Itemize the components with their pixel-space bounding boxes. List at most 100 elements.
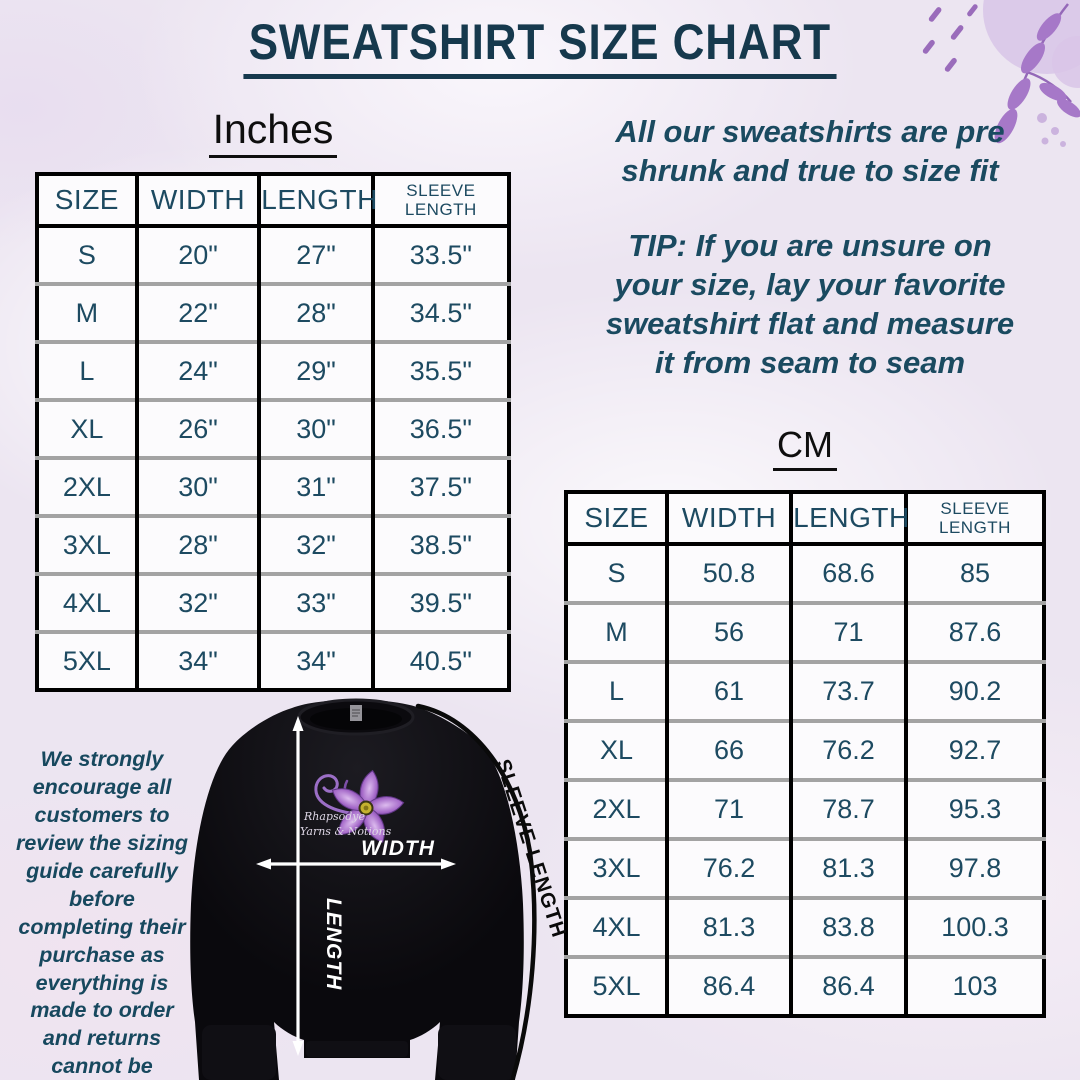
- value-cell: 76.2: [664, 839, 792, 898]
- cm-heading: CM: [564, 424, 1046, 471]
- column-header: SIZE: [584, 502, 649, 533]
- size-cell: 4XL: [592, 912, 641, 942]
- value-cell: 26": [134, 400, 260, 458]
- flower-petals: [331, 769, 405, 843]
- page-header: SWEATSHIRT SIZE CHART: [0, 16, 1080, 79]
- value-cell: 97.8: [903, 839, 1044, 898]
- size-cell: 5XL: [592, 971, 641, 1001]
- column-header: SIZE: [54, 184, 119, 215]
- flower-logo: Rhapsodye Yarns & Notions: [300, 769, 405, 843]
- size-cell: 2XL: [62, 471, 111, 502]
- brand-line1: Rhapsodye: [303, 810, 365, 823]
- cm-table: SIZE WIDTH LENGTH SLEEVE LENGTH S 50.8 68.6 85 M…: [564, 490, 1046, 1018]
- value-cell: 20": [134, 226, 260, 284]
- value-cell: 103: [903, 957, 1044, 1016]
- size-cell: XL: [599, 735, 634, 765]
- column-header: WIDTH: [134, 174, 260, 226]
- table-row: M 56 71 87.6: [566, 603, 1044, 662]
- value-cell: 30": [257, 400, 373, 458]
- column-header: LENGTH: [789, 492, 909, 544]
- value-cell: 22": [134, 284, 260, 342]
- table-row: 5XL 86.4 86.4 103: [566, 957, 1044, 1016]
- decor-dots: [1037, 113, 1066, 147]
- value-cell: 68.6: [789, 544, 906, 603]
- table-row: 5XL 34" 34" 40.5": [37, 632, 509, 690]
- value-cell: 24": [134, 342, 260, 400]
- decor-dashes: [922, 4, 978, 72]
- table-header-row: SIZE WIDTH LENGTH SLEEVE LENGTH: [566, 492, 1044, 544]
- value-cell: 38.5": [370, 516, 509, 574]
- value-cell: 90.2: [903, 662, 1044, 721]
- size-cell: XL: [70, 413, 104, 444]
- flower-center-dot: [363, 805, 369, 811]
- table-row: 2XL 30" 31" 37.5": [37, 458, 509, 516]
- value-cell: 32": [257, 516, 373, 574]
- preshrunk-note: All our sweatshirts are pre shrunk and t…: [615, 114, 1005, 189]
- cm-section: CM SIZE WIDTH LENGTH SLEEVE LENGTH S 50.8 68.6…: [564, 424, 1046, 1018]
- inches-heading: Inches: [35, 106, 511, 158]
- value-cell: 28": [257, 284, 373, 342]
- value-cell: 71: [664, 780, 792, 839]
- width-label: WIDTH: [361, 837, 435, 860]
- table-row: 3XL 76.2 81.3 97.8: [566, 839, 1044, 898]
- table-row: 4XL 81.3 83.8 100.3: [566, 898, 1044, 957]
- leaf-icon: [994, 13, 1080, 144]
- value-cell: 85: [903, 544, 1044, 603]
- table-row: XL 26" 30" 36.5": [37, 400, 509, 458]
- value-cell: 81.3: [664, 898, 792, 957]
- width-arrow: [256, 858, 456, 870]
- length-arrow: [292, 716, 304, 1056]
- length-label: LENGTH: [322, 898, 345, 990]
- inches-table: SIZE WIDTH LENGTH SLEEVE LENGTH S 20" 27" 33.5"…: [35, 172, 511, 692]
- value-cell: 100.3: [903, 898, 1044, 957]
- value-cell: 28": [134, 516, 260, 574]
- value-cell: 34.5": [370, 284, 509, 342]
- size-cell: 4XL: [62, 587, 111, 618]
- value-cell: 56: [664, 603, 792, 662]
- value-cell: 30": [134, 458, 260, 516]
- value-cell: 61: [664, 662, 792, 721]
- size-cell: S: [77, 239, 96, 270]
- value-cell: 86.4: [789, 957, 906, 1016]
- page-title: SWEATSHIRT SIZE CHART: [203, 16, 877, 79]
- size-cell: L: [79, 355, 95, 386]
- sweatshirt-body: [190, 699, 524, 1080]
- table-row: L 24" 29" 35.5": [37, 342, 509, 400]
- value-cell: 81.3: [789, 839, 906, 898]
- column-header: SLEEVE LENGTH: [370, 174, 509, 226]
- value-cell: 50.8: [664, 544, 792, 603]
- value-cell: 71: [789, 603, 906, 662]
- value-cell: 87.6: [903, 603, 1044, 662]
- size-cell: 3XL: [592, 853, 641, 883]
- size-cell: S: [607, 558, 626, 588]
- sizing-disclaimer: We strongly encourage all customers to r…: [15, 747, 189, 1079]
- sleeve-length-arc: [415, 703, 537, 1080]
- size-cell: M: [75, 297, 99, 328]
- table-row: S 50.8 68.6 85: [566, 544, 1044, 603]
- value-cell: 39.5": [370, 574, 509, 632]
- column-header: WIDTH: [664, 492, 792, 544]
- value-cell: 37.5": [370, 458, 509, 516]
- size-cell: 5XL: [62, 645, 111, 676]
- table-row: 4XL 32" 33" 39.5": [37, 574, 509, 632]
- collar-tag-print: [352, 709, 360, 717]
- value-cell: 73.7: [789, 662, 906, 721]
- size-cell: L: [608, 676, 625, 706]
- table-row: 3XL 28" 32" 38.5": [37, 516, 509, 574]
- value-cell: 33.5": [370, 226, 509, 284]
- value-cell: 92.7: [903, 721, 1044, 780]
- value-cell: 66: [664, 721, 792, 780]
- value-cell: 36.5": [370, 400, 509, 458]
- value-cell: 40.5": [370, 632, 509, 690]
- table-row: 2XL 71 78.7 95.3: [566, 780, 1044, 839]
- value-cell: 31": [257, 458, 373, 516]
- value-cell: 34": [257, 632, 373, 690]
- decor-blob: [1052, 36, 1080, 88]
- sweatshirt-ribbing: [202, 1025, 516, 1080]
- column-header: LENGTH: [257, 174, 377, 226]
- table-row: M 22" 28" 34.5": [37, 284, 509, 342]
- size-cell: 3XL: [62, 529, 111, 560]
- table-row: S 20" 27" 33.5": [37, 226, 509, 284]
- value-cell: 27": [257, 226, 373, 284]
